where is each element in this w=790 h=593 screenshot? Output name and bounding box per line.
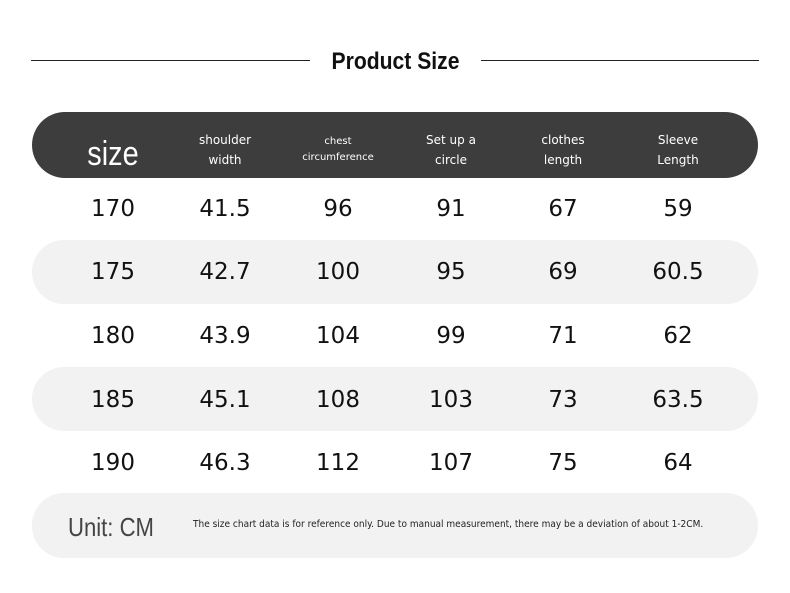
cell-value: 185 — [91, 387, 135, 413]
cell-value: 175 — [91, 259, 135, 285]
header-bar — [32, 112, 758, 178]
header-line: shoulder — [198, 133, 252, 147]
cell-value: 99 — [436, 323, 466, 349]
column-header: clothes length — [541, 130, 584, 170]
cell-value: 45.1 — [199, 387, 251, 413]
column-header: Sleeve Length — [657, 130, 698, 170]
unit: Unit: CM — [68, 512, 154, 542]
column-header: size — [83, 134, 143, 174]
cell-value: 42.7 — [199, 259, 251, 285]
header-line: circumference — [302, 152, 374, 163]
column-header: chest circumference — [302, 134, 373, 166]
cell-value: 96 — [323, 196, 353, 222]
cell-value: 108 — [316, 387, 360, 413]
cell-value: 63.5 — [652, 387, 704, 413]
cell-value: 69 — [548, 259, 578, 285]
cell-value: 67 — [548, 196, 578, 222]
cell-value: 75 — [548, 450, 578, 476]
cell-value: 46.3 — [199, 450, 251, 476]
cell-value: 73 — [548, 387, 578, 413]
cell-value: 190 — [91, 450, 135, 476]
row-band — [32, 240, 758, 304]
cell-value: 104 — [316, 323, 360, 349]
header-line: Set up a — [426, 133, 476, 147]
cell-value: 43.9 — [199, 323, 251, 349]
cell-value: 107 — [429, 450, 473, 476]
cell-value: 170 — [91, 196, 135, 222]
title-rule — [481, 60, 759, 61]
header-line: width — [208, 153, 242, 167]
header-line: circle — [435, 153, 467, 167]
cell-value: 112 — [316, 450, 360, 476]
cell-value: 180 — [91, 323, 135, 349]
title: Product Size — [331, 48, 460, 75]
cell-value: 71 — [548, 323, 578, 349]
cell-value: 91 — [436, 196, 466, 222]
header-line: Sleeve — [657, 133, 699, 147]
row-band — [32, 367, 758, 431]
note: The size chart data is for reference onl… — [193, 519, 704, 530]
cell-value: 41.5 — [199, 196, 251, 222]
header-line: size — [87, 135, 139, 173]
cell-value: 60.5 — [652, 259, 704, 285]
cell-value: 59 — [663, 196, 693, 222]
header-line: chest — [324, 136, 352, 147]
title-rule — [31, 60, 310, 61]
header-line: length — [543, 153, 583, 167]
header-line: Length — [657, 153, 699, 167]
column-header: shoulder width — [199, 130, 251, 170]
column-header: Set up a circle — [426, 130, 476, 170]
cell-value: 95 — [436, 259, 466, 285]
cell-value: 64 — [663, 450, 693, 476]
footer-band — [32, 493, 758, 558]
header-line: clothes — [541, 133, 585, 147]
cell-value: 62 — [663, 323, 693, 349]
cell-value: 100 — [316, 259, 360, 285]
cell-value: 103 — [429, 387, 473, 413]
